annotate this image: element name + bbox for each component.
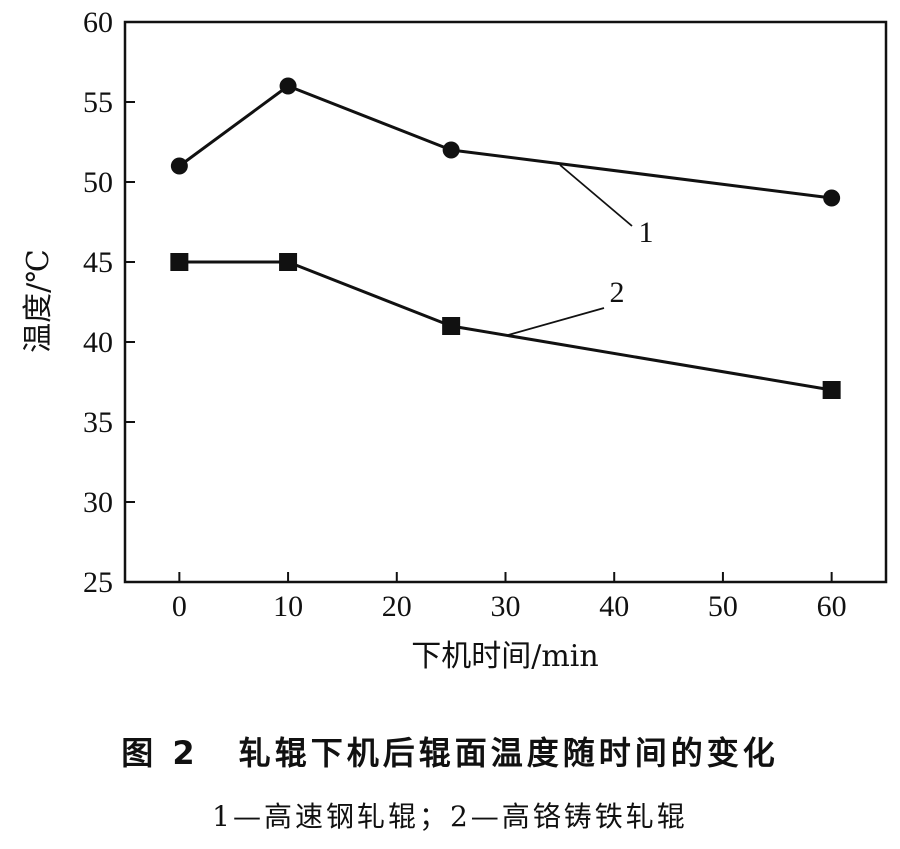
x-tick-label: 60: [817, 590, 847, 623]
y-tick-label: 40: [83, 326, 113, 359]
y-tick-label: 35: [83, 406, 113, 439]
data-point-circle: [442, 141, 460, 159]
data-point-circle: [823, 189, 841, 207]
series-leader-line: [559, 164, 633, 227]
x-tick-label: 0: [172, 590, 187, 623]
figure-title: 轧辊下机后辊面温度随时间的变化: [238, 734, 779, 772]
x-tick-label: 10: [273, 590, 303, 623]
data-point-circle: [170, 157, 188, 175]
data-point-square: [279, 253, 298, 271]
y-tick-label: 55: [83, 86, 113, 119]
y-tick-label: 60: [83, 6, 113, 39]
data-point-square: [442, 317, 461, 335]
data-point-circle: [279, 77, 297, 95]
series-leader-line: [507, 307, 605, 336]
x-tick-label: 50: [708, 590, 738, 623]
series-label: 1: [639, 216, 654, 249]
x-tick-label: 20: [382, 590, 412, 623]
figure-caption: 图 2 轧辊下机后辊面温度随时间的变化: [0, 728, 900, 774]
y-tick-label: 25: [83, 566, 113, 599]
x-tick-label: 40: [599, 590, 629, 623]
series-line: [179, 260, 832, 392]
x-axis-title: 下机时间/min: [411, 639, 598, 674]
plot-frame: [123, 20, 888, 584]
axes: 25 30 35 40 45 50 55 60 0 10 20 30 40 50 60: [83, 6, 888, 623]
x-tick-label: 30: [491, 590, 521, 623]
series-line: [178, 84, 832, 200]
line-chart: 25 30 35 40 45 50 55 60 0 10 20 30 40 50 60 12 温度/℃ 下机…: [21, 6, 888, 674]
figure-number: 图 2: [121, 734, 199, 772]
series-label: 2: [610, 276, 625, 309]
y-tick-label: 50: [83, 166, 113, 199]
data-point-square: [822, 381, 841, 399]
series-1: 1: [170, 77, 841, 249]
series-layer: 12: [170, 77, 841, 399]
y-axis-title: 温度/℃: [21, 249, 56, 353]
y-tick-label: 30: [83, 486, 113, 519]
y-tick-label: 45: [83, 246, 113, 279]
figure-note: 1—高速钢轧辊；2—高铬铸铁轧辊: [212, 800, 688, 833]
series-2: 2: [170, 253, 841, 399]
data-point-square: [170, 253, 189, 271]
